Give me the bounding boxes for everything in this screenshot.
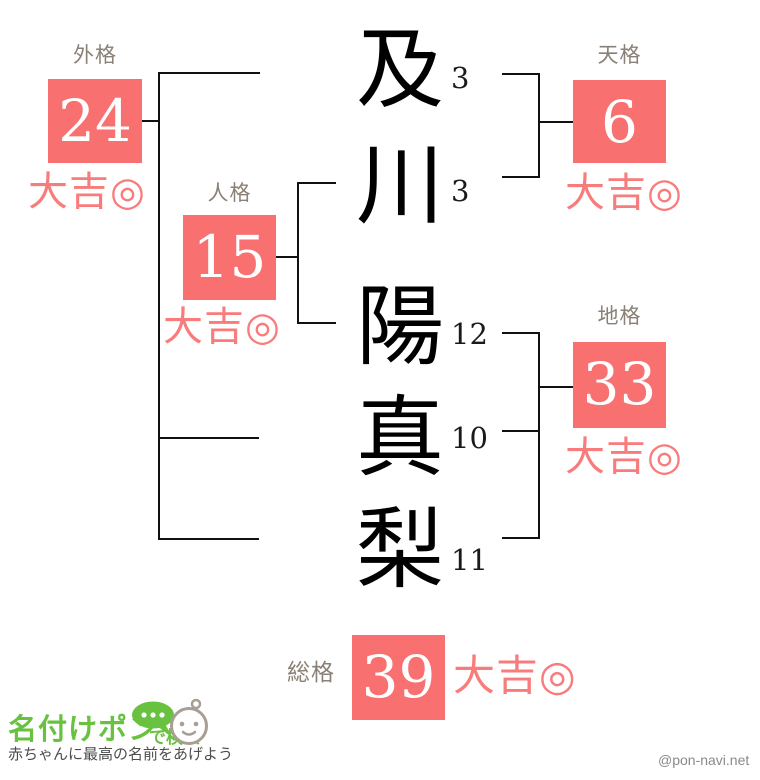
speech-bubble-icon (130, 701, 178, 746)
tenkaku-box-connector-line (540, 121, 573, 123)
chikaku-value: 33 (582, 350, 657, 418)
jinkaku-box-connector-line (275, 256, 297, 258)
name-char-4: 真 (355, 386, 444, 489)
tenkaku-fortune: 大吉◎ (565, 170, 683, 216)
soukaku-value: 39 (361, 643, 436, 711)
name-char-5: 梨 (355, 498, 444, 601)
tenkaku-value: 6 (601, 88, 638, 156)
chikaku-bracket-top-line (502, 332, 540, 334)
chikaku-bracket-middle-line (502, 430, 540, 432)
gaikaku-label: 外格 (73, 44, 117, 67)
gaikaku-bracket-middle-line (158, 437, 259, 439)
gaikaku-fortune: 大吉◎ (28, 169, 146, 215)
gaikaku-bracket-top-line (158, 72, 260, 74)
soukaku-value-box: 39 (352, 635, 445, 720)
gaikaku-bracket-bottom-line (158, 538, 259, 540)
chikaku-bracket-bottom-line (502, 537, 540, 539)
tenkaku-bracket-vertical-line (538, 73, 540, 178)
jinkaku-bracket-top-line (297, 182, 336, 184)
soukaku-fortune: 大吉◎ (453, 651, 577, 700)
tenkaku-label: 天格 (597, 44, 642, 67)
tenkaku-bracket-bottom-line (502, 176, 540, 178)
chikaku-value-box: 33 (573, 342, 666, 428)
stroke-count-1: 3 (451, 61, 470, 95)
baby-face-icon (166, 697, 212, 752)
chikaku-fortune: 大吉◎ (565, 434, 683, 480)
logo-text: 名付けポン (8, 714, 159, 746)
soukaku-label: 総格 (287, 659, 335, 685)
name-char-3: 陽 (355, 275, 444, 378)
jinkaku-value-box: 15 (183, 215, 276, 300)
jinkaku-label: 人格 (207, 182, 252, 205)
jinkaku-value: 15 (192, 223, 267, 291)
stroke-count-3: 12 (451, 317, 488, 351)
gaikaku-value: 24 (58, 87, 132, 155)
jinkaku-bracket-vertical-line (297, 182, 299, 324)
jinkaku-fortune: 大吉◎ (163, 304, 281, 350)
name-char-1: 及 (355, 18, 444, 121)
stroke-count-2: 3 (451, 174, 470, 208)
tenkaku-value-box: 6 (573, 80, 666, 163)
site-credit: @pon-navi.net (658, 752, 750, 768)
stroke-count-5: 11 (451, 543, 488, 577)
chikaku-label: 地格 (597, 305, 642, 328)
chikaku-box-connector-line (540, 386, 573, 388)
tenkaku-bracket-top-line (502, 73, 540, 75)
gaikaku-bracket-vertical-line (158, 72, 160, 540)
stroke-count-4: 10 (451, 421, 488, 455)
chikaku-bracket-vertical-line (538, 332, 540, 539)
name-char-2: 川 (355, 134, 444, 237)
jinkaku-bracket-bottom-line (297, 322, 336, 324)
gaikaku-box-connector-line (142, 120, 158, 122)
footer-tagline: 赤ちゃんに最高の名前をあげよう (8, 746, 234, 763)
gaikaku-value-box: 24 (48, 79, 142, 163)
